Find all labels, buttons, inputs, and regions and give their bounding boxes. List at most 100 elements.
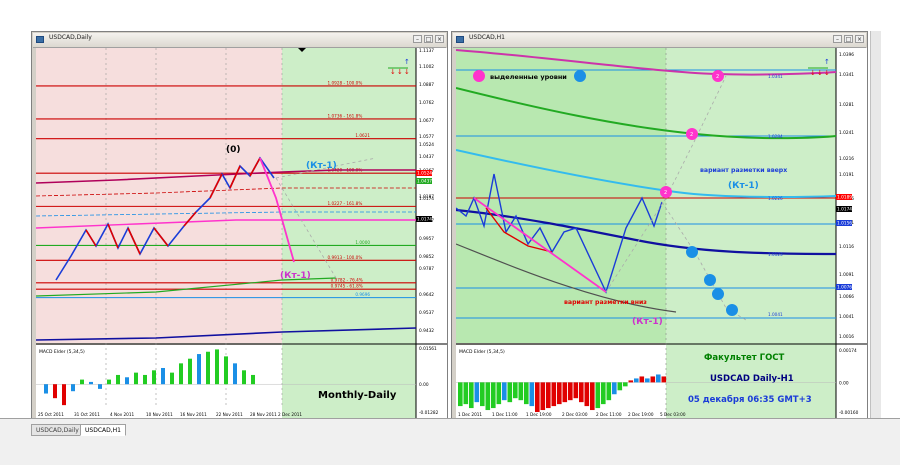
date-tick-label: 2 Dec 11:00 <box>596 412 622 417</box>
price-tick-label: 1.0041 <box>839 314 854 320</box>
price-tick-label: 1.0577 <box>419 134 434 140</box>
close-button[interactable]: × <box>855 35 864 43</box>
price-tick-label: 1.0524 <box>419 142 434 148</box>
level-line-dashed <box>36 211 416 217</box>
level-marker-label: 2 <box>690 132 693 138</box>
minimize-button[interactable]: – <box>413 35 422 43</box>
level-label: 1.0041 <box>768 312 783 317</box>
price-tick-label: 0.9642 <box>419 292 434 298</box>
tab-usdcad-daily[interactable]: USDCAD,Daily <box>31 424 84 436</box>
maximize-button[interactable]: □ <box>844 35 853 43</box>
macd-bar <box>606 382 612 401</box>
forecast-line-down <box>259 157 295 263</box>
window-titlebar-h1[interactable]: USDCAD,H1 – □ × <box>453 33 866 48</box>
macd-tick-label: 0.00 <box>419 382 429 388</box>
chart-window-daily[interactable]: USDCAD,Daily – □ × 1.0928 - 100.0% 1.0736… <box>31 31 448 419</box>
fib-level-label: 1.0736 - 161.8% <box>328 113 363 118</box>
maximize-button[interactable]: □ <box>424 35 433 43</box>
price-badge-label: 1.0437 <box>417 179 432 185</box>
label-caption: Monthly-Daily <box>318 390 397 401</box>
price-badge-bg <box>416 216 432 222</box>
level-marker-pink <box>660 186 672 198</box>
trend-line-magenta <box>473 197 607 293</box>
forecast-line-up <box>605 75 727 293</box>
plot-area-h1[interactable]: 2 2 2 1.0341 1.0284 1.0226 1.0123 1.0041 выделен… <box>456 48 867 418</box>
macd-bar <box>551 382 557 407</box>
macd-title: MACD Elder (5,34,5) <box>459 349 505 355</box>
date-tick-label: 2 Dec 19:00 <box>628 412 654 417</box>
plot-area-daily[interactable]: 1.0928 - 100.0% 1.0736 - 161.8% 1.0621 1.04… <box>36 48 447 418</box>
macd-bar <box>134 372 138 385</box>
level-marker-blue <box>726 304 738 316</box>
chart-tab-bar <box>0 418 900 465</box>
price-tick-label: 1.0762 <box>419 100 434 106</box>
price-badge-label: 1.0156 <box>837 221 852 227</box>
macd-bar <box>617 382 623 391</box>
level-label: 1.0341 <box>768 74 783 79</box>
macd-bar <box>62 384 66 406</box>
macd-bar <box>474 382 480 403</box>
ma-curve-cyan <box>456 149 837 198</box>
date-tick-label: 16 Nov 2011 <box>180 412 207 417</box>
chart-svg-daily[interactable]: 1.0928 - 100.0% 1.0736 - 161.8% 1.0621 1.04… <box>36 48 447 418</box>
chart-window-h1[interactable]: USDCAD,H1 – □ × 2 2 2 1.0341 1.0284 1.0226 1.0… <box>451 31 868 419</box>
fib-level-label: 0.9913 - 100.0% <box>328 255 363 260</box>
macd-bar <box>661 376 667 383</box>
macd-tick-label: -0.00160 <box>839 410 859 416</box>
vertical-scrollbar[interactable] <box>870 31 881 419</box>
macd-bar <box>535 382 540 413</box>
macd-bar <box>491 382 496 409</box>
price-badge-bg <box>836 220 852 226</box>
date-tick-label: 1 Dec 11:00 <box>492 412 518 417</box>
forecast-zone-bg <box>666 48 836 418</box>
macd-bar <box>496 382 502 405</box>
macd-bar <box>546 382 551 409</box>
chart-svg-h1[interactable]: 2 2 2 1.0341 1.0284 1.0226 1.0123 1.0041 выделен… <box>456 48 867 418</box>
label-selected-levels: выделенные уровни <box>490 73 567 81</box>
level-marker-pink <box>712 70 724 82</box>
window-titlebar-daily[interactable]: USDCAD,Daily – □ × <box>33 33 446 48</box>
price-tick-label: 1.0174 <box>419 196 434 202</box>
price-tick-label: 0.9432 <box>419 328 434 334</box>
macd-bar <box>645 378 650 383</box>
price-zigzag <box>456 173 663 294</box>
label-kt-up: (Кт-1) <box>306 161 337 171</box>
price-tick-label: 1.0066 <box>839 294 854 300</box>
level-marker-label: 2 <box>716 74 719 80</box>
price-tick-label: 1.0396 <box>839 52 854 58</box>
macd-bar <box>116 374 120 385</box>
price-zigzag-red <box>209 173 223 199</box>
fib-level-label: 0.9782 - 76.4% <box>331 277 363 282</box>
price-badge-label: 1.0174 <box>417 217 432 223</box>
macd-bar <box>584 382 590 407</box>
forecast-line-up <box>275 157 377 179</box>
tab-usdcad-h1[interactable]: USDCAD,H1 <box>80 424 126 436</box>
price-badge-bg <box>836 284 852 290</box>
date-tick-label: 28 Nov 2011 <box>250 412 277 417</box>
close-button[interactable]: × <box>435 35 444 43</box>
macd-bar <box>44 384 48 394</box>
level-marker-blue <box>704 274 716 286</box>
price-tick-label: 1.0191 <box>839 172 854 178</box>
minimize-button[interactable]: – <box>833 35 842 43</box>
level-marker-blue <box>712 288 724 300</box>
price-tick-label: 0.9537 <box>419 310 434 316</box>
legend-marker-blue <box>574 70 586 82</box>
ma-line-dark <box>36 169 416 184</box>
fib-level-label: 1.0000 <box>355 240 370 245</box>
price-tick-label: 0.9957 <box>419 236 434 242</box>
ma-curve-navy <box>456 208 837 256</box>
macd-bar <box>143 374 147 385</box>
date-tick-label: 31 Oct 2011 <box>74 412 100 417</box>
macd-bar <box>458 382 463 407</box>
price-zigzag-red <box>107 223 119 249</box>
macd-bar <box>125 377 129 385</box>
date-tick-label: 2 Dec 03:00 <box>562 412 588 417</box>
down-arrow-icon: ↓ <box>397 68 403 76</box>
window-title: USDCAD,H1 <box>469 34 505 41</box>
ma-line-green <box>36 277 337 297</box>
price-zigzag-red <box>249 157 261 177</box>
up-arrow-icon: ↑ <box>824 58 830 66</box>
price-zigzag-red <box>229 165 241 189</box>
forecast-zone-bg <box>282 48 416 418</box>
